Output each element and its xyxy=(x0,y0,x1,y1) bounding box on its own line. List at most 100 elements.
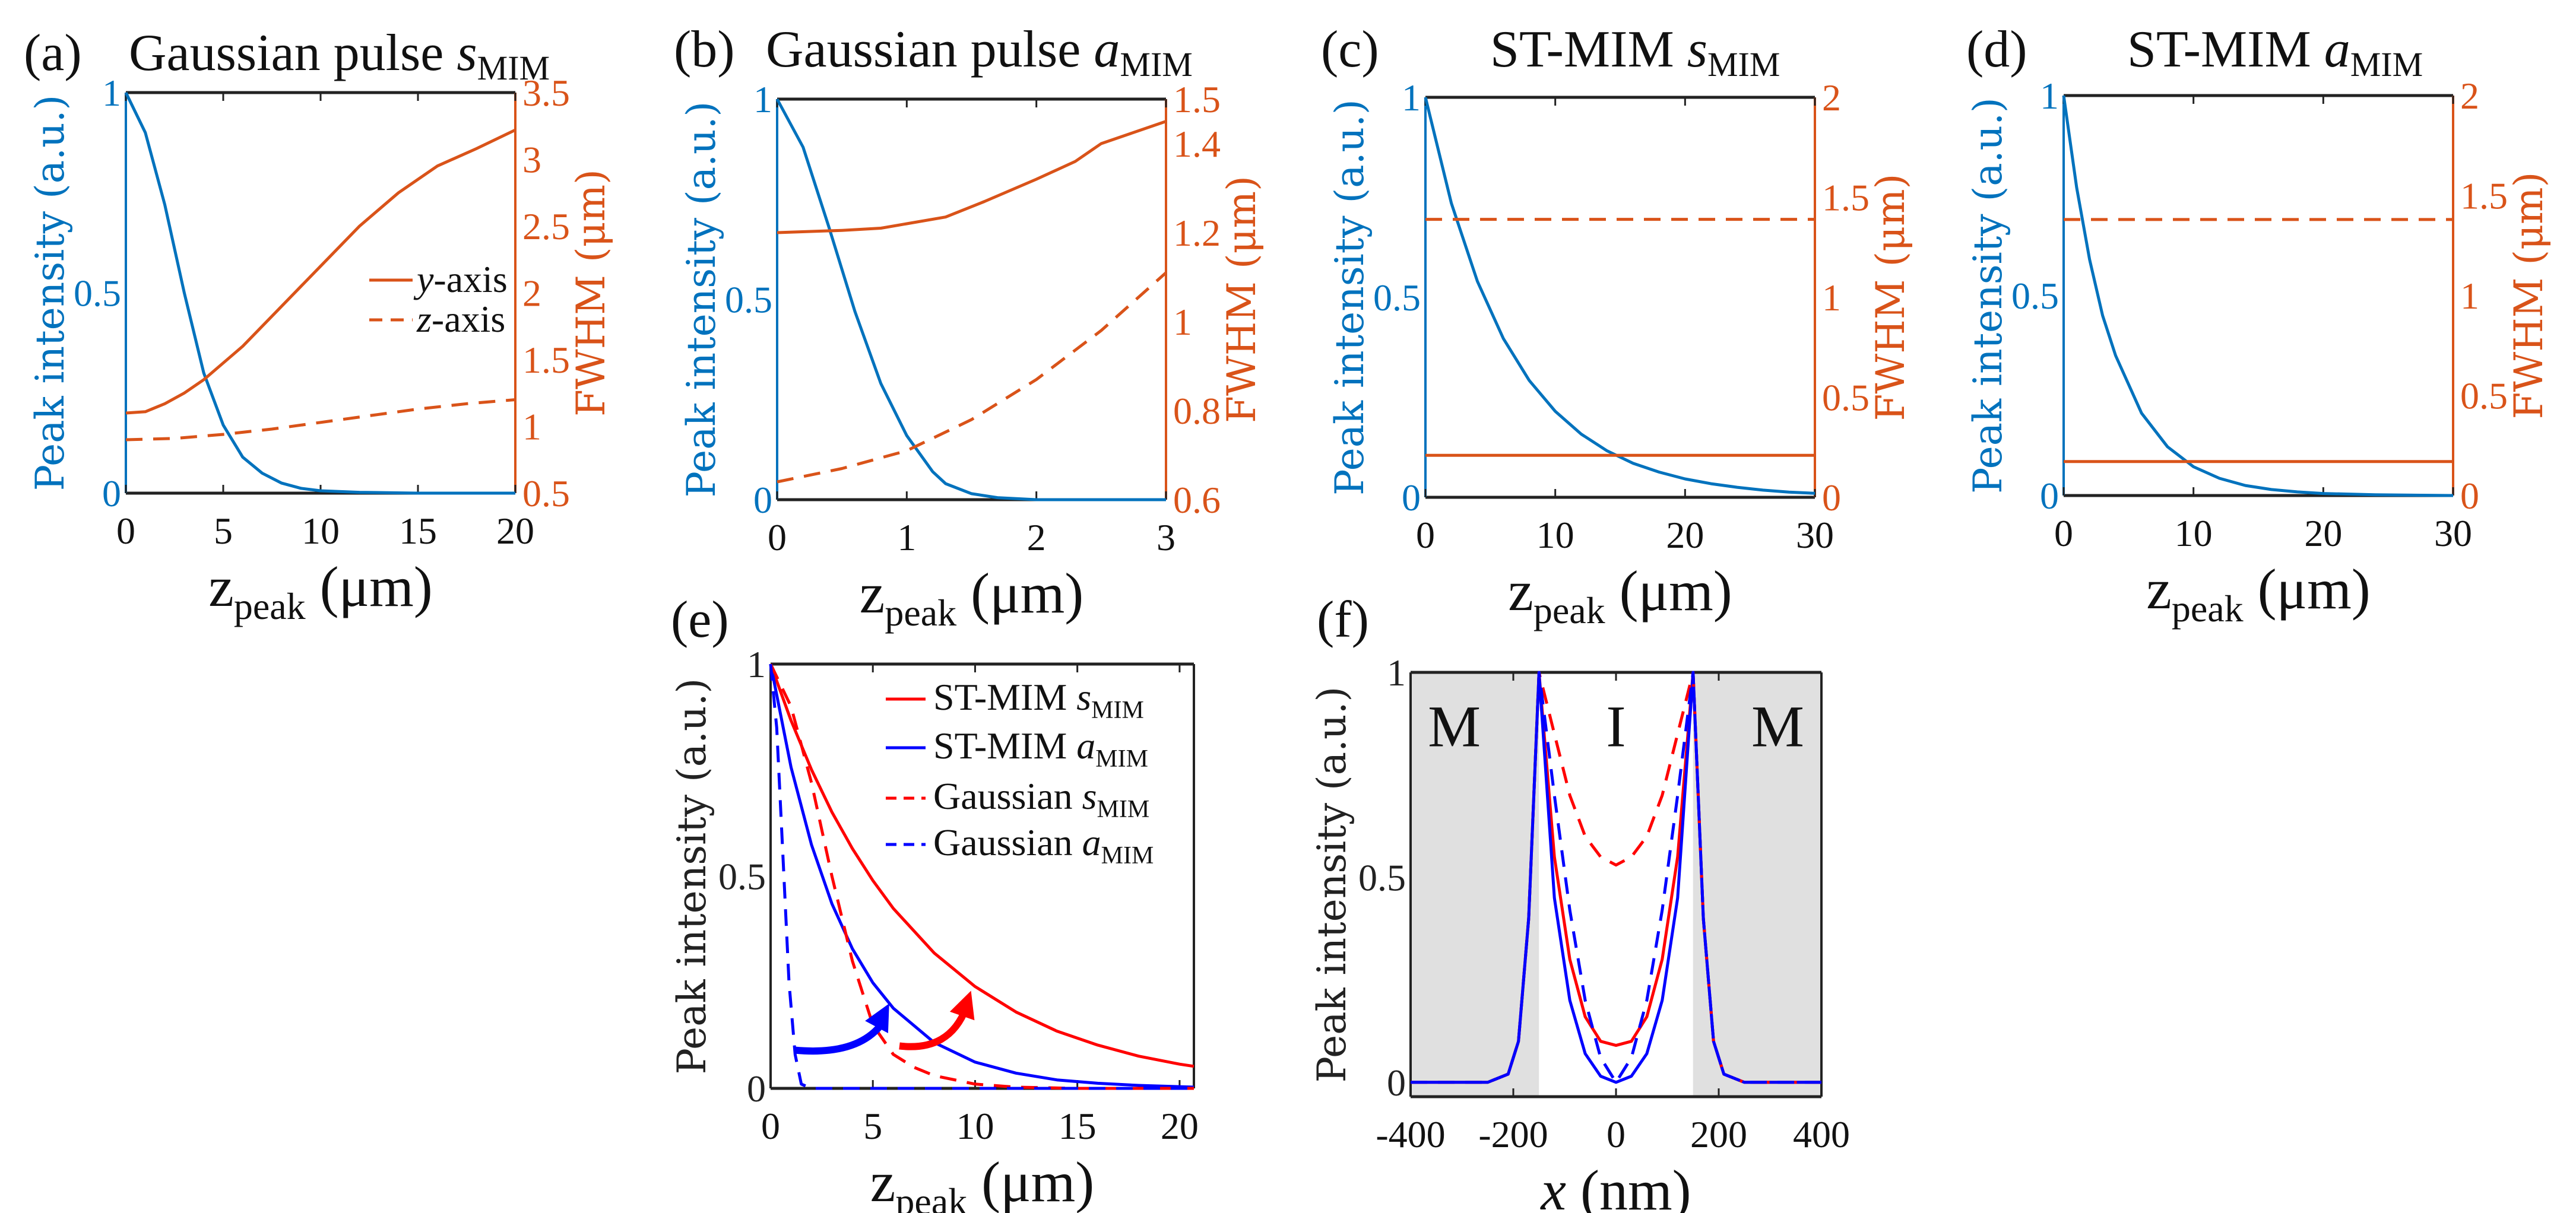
y2-axis-label: FWHM (μm) xyxy=(1219,176,1265,423)
x-axis-label: zpeak (μm) xyxy=(208,555,433,627)
x-tick-label: 5 xyxy=(214,510,233,552)
x-tick-label: 3 xyxy=(1156,516,1175,558)
panel-f: -400 -200 0 200 400 0 0.5 1 Peak intensity (a.u.… xyxy=(1309,591,1850,1213)
series-line-0 xyxy=(2062,95,2454,497)
y-tick-label: 1 xyxy=(102,72,121,114)
x-tick-label: 30 xyxy=(2434,512,2472,554)
y-tick-label: 0 xyxy=(753,479,772,521)
y2-tick-label: 1.5 xyxy=(2460,175,2508,217)
x-tick-label: 0 xyxy=(1607,1113,1626,1155)
y-tick-label: 0 xyxy=(747,1068,766,1110)
y2-tick-label: 0.5 xyxy=(2460,375,2508,417)
annotation-arrow xyxy=(794,1018,888,1055)
y2-tick-label: 1.4 xyxy=(1173,123,1221,165)
panel-label: (a) xyxy=(24,24,82,82)
y-tick-label: 0 xyxy=(1402,477,1421,519)
x-tick-label: 0 xyxy=(116,510,135,552)
chart-title: ST-MIM sMIM xyxy=(1490,21,1780,84)
series-line-0 xyxy=(769,663,1194,1068)
x-tick-label: 15 xyxy=(399,510,437,552)
y-tick-label: 0 xyxy=(102,472,121,515)
y2-tick-label: 1 xyxy=(1822,277,1841,319)
y-tick-label: 1 xyxy=(753,78,772,120)
y2-tick-label: 1 xyxy=(1173,301,1192,343)
arrow-head xyxy=(949,990,975,1021)
series-line-1 xyxy=(777,120,1167,234)
x-tick-label: 200 xyxy=(1690,1113,1747,1155)
y-tick-label: 0.5 xyxy=(1373,277,1421,319)
y2-tick-label: 0.6 xyxy=(1173,479,1221,521)
y-tick-label: 1 xyxy=(747,643,766,685)
y2-tick-label: 1.5 xyxy=(1822,177,1870,219)
y-tick-label: 0.5 xyxy=(1358,856,1406,898)
y2-tick-label: 1.5 xyxy=(522,339,570,381)
series-line-0 xyxy=(124,91,515,495)
legend-label: Gaussian aMIM xyxy=(933,821,1154,869)
x-axis-label: zpeak (μm) xyxy=(1508,559,1732,631)
x-tick-label: 30 xyxy=(1796,514,1834,556)
y2-tick-label: 1.5 xyxy=(1173,78,1221,120)
x-tick-label: 0 xyxy=(1416,514,1435,556)
arrow-head xyxy=(865,1004,889,1034)
y-tick-label: 0 xyxy=(2040,475,2059,517)
y2-tick-label: 1 xyxy=(2460,275,2479,317)
series-line-2 xyxy=(777,271,1167,484)
y2-tick-label: 0.5 xyxy=(1822,377,1870,419)
x-tick-label: 0 xyxy=(768,516,787,558)
x-tick-label: 5 xyxy=(863,1105,882,1147)
x-tick-label: 10 xyxy=(956,1105,994,1147)
y-axis-label: Peak intensity (a.u.) xyxy=(669,678,715,1075)
annotation-arrow xyxy=(899,1006,970,1050)
x-tick-label: 1 xyxy=(897,516,916,558)
y-tick-label: 1 xyxy=(1387,652,1406,694)
panel-label: (e) xyxy=(671,591,729,649)
x-tick-label: 400 xyxy=(1793,1113,1850,1155)
y2-tick-label: 2 xyxy=(522,272,541,315)
series-line-2 xyxy=(769,663,1194,1090)
y2-tick-label: 2 xyxy=(2460,75,2479,117)
y2-tick-label: 0.5 xyxy=(522,472,570,515)
x-tick-label: 20 xyxy=(1666,514,1704,556)
panel-b: 0 1 2 3 0 0.5 1 0.6 0.8 1 1.2 1.41.5 Peak intensity … xyxy=(674,21,1265,634)
region-label: M xyxy=(1751,693,1804,759)
region-label: M xyxy=(1428,693,1481,759)
legend-label: y-axis xyxy=(413,258,508,300)
x-tick-label: -200 xyxy=(1478,1113,1548,1155)
y-axis-label: Peak intensity (a.u.) xyxy=(679,101,724,498)
y2-tick-label: 3.5 xyxy=(522,72,570,114)
panel-label: (c) xyxy=(1321,21,1379,78)
x-tick-label: 15 xyxy=(1059,1105,1097,1147)
chart-title: Gaussian pulse sMIM xyxy=(129,24,550,87)
series-line-1 xyxy=(125,128,517,415)
legend-label: Gaussian sMIM xyxy=(933,775,1149,823)
panel-label: (f) xyxy=(1317,591,1369,649)
y-tick-label: 0.5 xyxy=(718,856,766,898)
y2-tick-label: 0 xyxy=(1822,477,1841,519)
x-tick-label: 2 xyxy=(1027,516,1046,558)
x-axis-label: zpeak (μm) xyxy=(870,1150,1095,1213)
y2-axis-label: FWHM (μm) xyxy=(2506,172,2552,420)
y-axis-label: Peak intensity (a.u.) xyxy=(27,95,73,491)
x-tick-label: 10 xyxy=(2175,512,2213,554)
y2-tick-label: 1 xyxy=(522,406,541,448)
y2-tick-label: 2.5 xyxy=(522,205,570,247)
legend-label: ST-MIM aMIM xyxy=(933,725,1148,773)
y2-tick-label: 2 xyxy=(1822,77,1841,119)
x-tick-label: 0 xyxy=(2054,512,2073,554)
metal-region xyxy=(1411,672,1539,1097)
y2-axis-label: FWHM (μm) xyxy=(568,169,614,417)
y-tick-label: 1 xyxy=(1402,77,1421,119)
x-axis-label: x (nm) xyxy=(1539,1158,1691,1213)
y-tick-label: 1 xyxy=(2040,75,2059,117)
legend-label: ST-MIM sMIM xyxy=(933,676,1144,724)
panel-label: (b) xyxy=(674,21,735,78)
series-line-0 xyxy=(1424,97,1815,495)
y-axis-label: Peak intensity (a.u.) xyxy=(1327,99,1373,496)
y-axis-label: Peak intensity (a.u.) xyxy=(1309,687,1355,1083)
x-tick-label: 20 xyxy=(1161,1105,1199,1147)
series-line-0 xyxy=(775,98,1166,501)
x-tick-label: 20 xyxy=(2304,512,2342,554)
